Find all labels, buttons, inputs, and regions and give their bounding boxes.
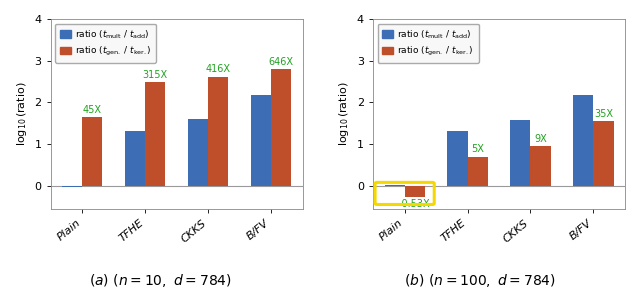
Bar — [510, 120, 531, 186]
Bar — [271, 69, 291, 186]
Bar — [531, 146, 550, 186]
Bar — [573, 95, 593, 186]
Bar — [83, 117, 102, 186]
Bar — [468, 157, 488, 186]
Y-axis label: $\log_{10}$(ratio): $\log_{10}$(ratio) — [15, 82, 29, 146]
Text: 315X: 315X — [143, 69, 168, 79]
Bar — [208, 77, 228, 186]
Bar — [447, 131, 468, 186]
Text: 9X: 9X — [534, 134, 547, 144]
Text: 45X: 45X — [83, 105, 102, 115]
Text: $\mathit{(b)}\ (n = 100,\ d = 784)$: $\mathit{(b)}\ (n = 100,\ d = 784)$ — [404, 272, 556, 288]
Bar — [251, 95, 271, 186]
Text: 646X: 646X — [269, 56, 294, 67]
Bar — [385, 185, 404, 186]
Legend: ratio ($t_{\mathrm{mult}}$ / $t_{\mathrm{add}}$), ratio ($t_{\mathrm{gen.}}$ / $: ratio ($t_{\mathrm{mult}}$ / $t_{\mathrm… — [378, 24, 479, 63]
Text: -0.53X: -0.53X — [399, 200, 431, 209]
Y-axis label: $\log_{10}$(ratio): $\log_{10}$(ratio) — [337, 82, 351, 146]
Bar — [145, 82, 165, 186]
Text: 35X: 35X — [594, 109, 613, 119]
Bar — [404, 186, 425, 197]
Bar — [62, 186, 83, 187]
Legend: ratio ($t_{\mathrm{mult}}$ / $t_{\mathrm{add}}$), ratio ($t_{\mathrm{gen.}}$ / $: ratio ($t_{\mathrm{mult}}$ / $t_{\mathrm… — [55, 24, 156, 63]
Text: 5X: 5X — [471, 145, 484, 154]
Bar — [593, 121, 614, 186]
Bar — [188, 119, 208, 186]
Text: 416X: 416X — [205, 65, 230, 75]
Text: $\mathit{(a)}\ (n = 10,\ d = 784)$: $\mathit{(a)}\ (n = 10,\ d = 784)$ — [88, 272, 232, 288]
Bar — [125, 131, 145, 186]
